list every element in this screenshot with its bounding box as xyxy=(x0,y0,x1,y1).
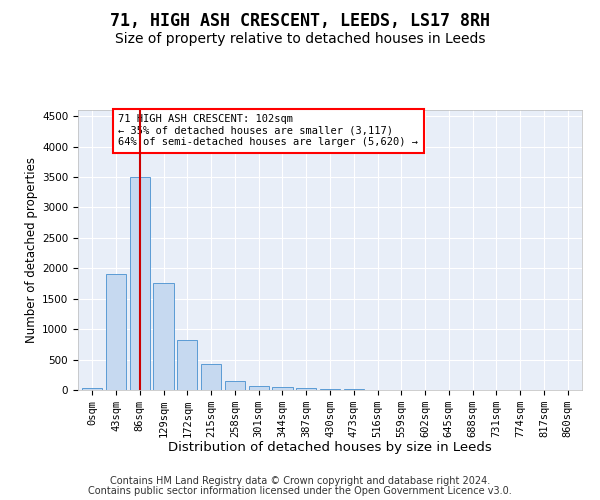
Bar xyxy=(106,274,126,390)
Bar xyxy=(130,177,150,390)
Bar xyxy=(296,388,316,390)
Text: Size of property relative to detached houses in Leeds: Size of property relative to detached ho… xyxy=(115,32,485,46)
Bar xyxy=(177,340,197,390)
Text: Contains HM Land Registry data © Crown copyright and database right 2024.: Contains HM Land Registry data © Crown c… xyxy=(110,476,490,486)
X-axis label: Distribution of detached houses by size in Leeds: Distribution of detached houses by size … xyxy=(168,442,492,454)
Bar xyxy=(225,381,245,390)
Bar xyxy=(201,364,221,390)
Bar xyxy=(320,389,340,390)
Text: 71, HIGH ASH CRESCENT, LEEDS, LS17 8RH: 71, HIGH ASH CRESCENT, LEEDS, LS17 8RH xyxy=(110,12,490,30)
Text: 71 HIGH ASH CRESCENT: 102sqm
← 35% of detached houses are smaller (3,117)
64% of: 71 HIGH ASH CRESCENT: 102sqm ← 35% of de… xyxy=(118,114,418,148)
Text: Contains public sector information licensed under the Open Government Licence v3: Contains public sector information licen… xyxy=(88,486,512,496)
Bar xyxy=(272,387,293,390)
Bar xyxy=(82,388,103,390)
Y-axis label: Number of detached properties: Number of detached properties xyxy=(25,157,38,343)
Bar xyxy=(154,284,173,390)
Bar xyxy=(248,386,269,390)
